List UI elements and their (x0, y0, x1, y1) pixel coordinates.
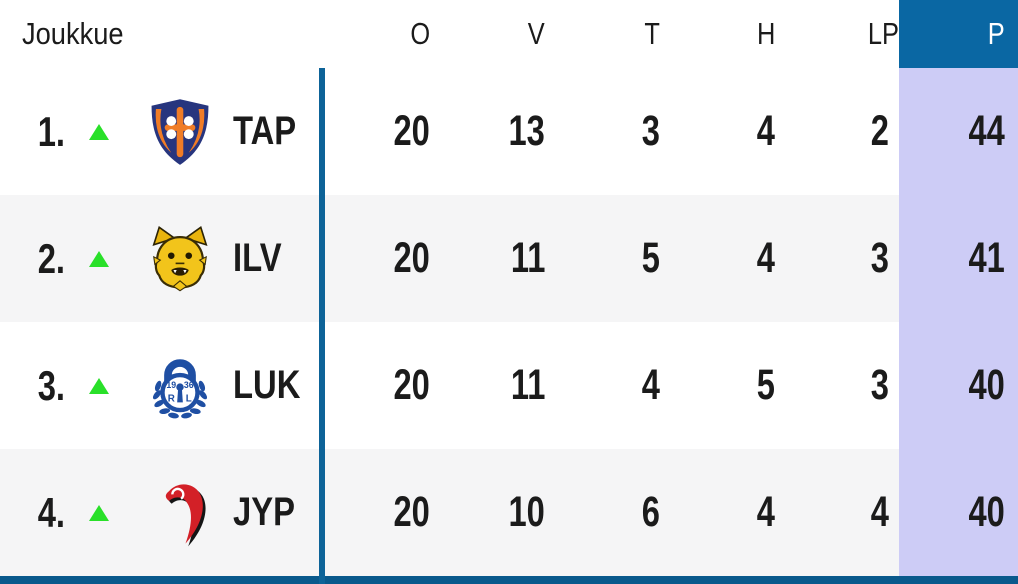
standings-row[interactable]: 4. JYP 20 10 6 4 4 40 (0, 449, 1018, 576)
stat-points: 44 (899, 68, 1018, 195)
svg-text:19: 19 (166, 380, 176, 390)
stat-losses: 5 (756, 361, 775, 409)
svg-text:L: L (186, 393, 192, 404)
stat-lp: 4 (870, 488, 889, 536)
svg-text:36: 36 (184, 380, 194, 390)
standings-row[interactable]: 3. 19 36 R L (0, 322, 1018, 449)
column-header-ties: T (644, 16, 660, 51)
stat-losses: 4 (756, 107, 775, 155)
column-header-team: Joukkue (0, 0, 322, 68)
lukko-logo: 19 36 R L (145, 351, 215, 421)
standings-row[interactable]: 2. ILV 20 (0, 195, 1018, 322)
stat-games: 20 (393, 488, 430, 536)
column-header-team-label: Joukkue (22, 16, 124, 51)
movement-up-icon (89, 123, 109, 140)
table-bottom-border (0, 576, 1018, 584)
ilves-logo (145, 224, 215, 294)
stat-wins: 11 (510, 361, 545, 409)
stat-ties: 6 (641, 488, 660, 536)
stat-lp: 2 (870, 107, 889, 155)
team-cell: 1. TAP (0, 68, 322, 195)
stat-losses: 4 (756, 488, 775, 536)
column-header-games: O (410, 16, 430, 51)
tappara-logo (145, 97, 215, 167)
rank: 4. (37, 488, 65, 536)
standings-row[interactable]: 1. TAP 20 13 3 4 2 44 (0, 68, 1018, 195)
movement-up-icon (89, 250, 109, 267)
column-header-points: P (899, 0, 1018, 68)
stat-points: 40 (899, 449, 1018, 576)
column-header-losses: H (756, 16, 775, 51)
stat-ties: 5 (641, 234, 660, 282)
stat-games: 20 (393, 361, 430, 409)
team-cell: 4. JYP (0, 449, 322, 576)
movement-up-icon (89, 377, 109, 394)
stat-ties: 4 (641, 361, 660, 409)
team-column-divider (319, 68, 325, 584)
column-header-lp: LP (867, 16, 899, 51)
team-abbr: JYP (233, 490, 295, 534)
rank: 3. (37, 361, 65, 409)
stat-points: 41 (899, 195, 1018, 322)
stat-wins: 11 (510, 234, 545, 282)
stat-points: 40 (899, 322, 1018, 449)
column-header-wins: V (528, 16, 545, 51)
stat-losses: 4 (756, 234, 775, 282)
stat-lp: 3 (870, 234, 889, 282)
stat-games: 20 (393, 234, 430, 282)
stat-wins: 13 (508, 107, 545, 155)
team-cell: 2. ILV (0, 195, 322, 322)
rank: 1. (37, 107, 65, 155)
team-abbr: ILV (233, 236, 282, 280)
stat-lp: 3 (870, 361, 889, 409)
svg-text:R: R (168, 393, 175, 404)
stat-games: 20 (393, 107, 430, 155)
team-abbr: TAP (233, 109, 297, 153)
team-abbr: LUK (233, 363, 301, 407)
team-cell: 3. 19 36 R L (0, 322, 322, 449)
standings-header-row: Joukkue O V T H LP P (0, 0, 1018, 68)
jyp-logo (145, 478, 215, 548)
stat-wins: 10 (508, 488, 545, 536)
movement-up-icon (89, 504, 109, 521)
rank: 2. (37, 234, 65, 282)
stat-ties: 3 (641, 107, 660, 155)
